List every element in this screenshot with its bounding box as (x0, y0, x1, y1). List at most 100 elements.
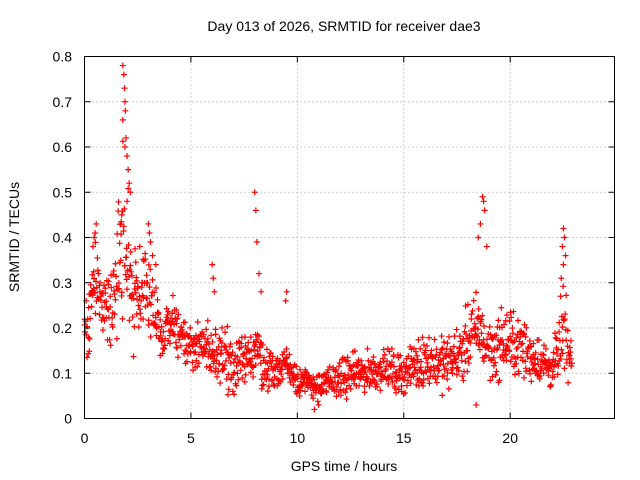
data-point (475, 313, 482, 320)
y-tick-label: 0.3 (53, 275, 73, 291)
data-point (178, 323, 185, 330)
data-point (218, 340, 225, 347)
data-point (422, 347, 429, 354)
data-point (397, 352, 404, 359)
data-point (209, 261, 216, 268)
data-point (129, 291, 136, 298)
data-point (337, 386, 344, 393)
data-point (473, 401, 480, 408)
data-point (108, 284, 115, 291)
data-point (415, 336, 422, 343)
data-point (94, 267, 101, 274)
data-point (431, 336, 438, 343)
data-point (169, 310, 176, 317)
data-point (224, 323, 231, 330)
y-tick-label: 0.2 (53, 320, 73, 336)
data-point (142, 256, 149, 263)
data-point (189, 359, 196, 366)
data-point (166, 332, 173, 339)
data-point (247, 369, 254, 376)
data-point (539, 351, 546, 358)
data-point (343, 396, 350, 403)
data-point (109, 324, 116, 331)
data-point (149, 276, 156, 283)
data-point (400, 359, 407, 366)
data-point (211, 288, 218, 295)
data-point (184, 358, 191, 365)
data-point (91, 234, 98, 241)
data-point (153, 284, 160, 291)
data-point (145, 220, 152, 227)
data-point (173, 307, 180, 314)
data-point (164, 317, 171, 324)
data-point (119, 116, 126, 123)
data-point (117, 220, 124, 227)
data-point (192, 332, 199, 339)
data-point (479, 312, 486, 319)
data-point (296, 392, 303, 399)
data-point (129, 314, 136, 321)
data-point (266, 383, 273, 390)
data-point (208, 332, 215, 339)
data-point (418, 358, 425, 365)
data-point (450, 343, 457, 350)
data-point (130, 295, 137, 302)
data-point (345, 375, 352, 382)
data-point (513, 334, 520, 341)
data-point (496, 342, 503, 349)
data-point (217, 380, 224, 387)
data-point (242, 371, 249, 378)
data-point (460, 377, 467, 384)
data-point (109, 314, 116, 321)
data-point (190, 367, 197, 374)
data-point (196, 338, 203, 345)
data-point (474, 326, 481, 333)
data-point (228, 374, 235, 381)
data-point (130, 353, 137, 360)
data-point (556, 328, 563, 335)
data-point (480, 198, 487, 205)
data-point (179, 329, 186, 336)
data-point (520, 374, 527, 381)
data-point (561, 365, 568, 372)
data-point (227, 359, 234, 366)
data-point (103, 298, 110, 305)
data-point (204, 317, 211, 324)
data-point (235, 376, 242, 383)
x-tick-label: 15 (396, 430, 412, 446)
data-point (241, 350, 248, 357)
data-point (530, 340, 537, 347)
data-point (92, 310, 99, 317)
data-points (81, 62, 575, 413)
data-point (331, 387, 338, 394)
data-point (366, 383, 373, 390)
data-point (498, 304, 505, 311)
data-point (565, 379, 572, 386)
data-point (361, 363, 368, 370)
data-point (133, 311, 140, 318)
data-point (135, 302, 142, 309)
data-point (495, 317, 502, 324)
data-point (283, 345, 290, 352)
data-point (480, 358, 487, 365)
data-point (92, 239, 99, 246)
data-point (165, 308, 172, 315)
data-point (504, 344, 511, 351)
data-point (560, 261, 567, 268)
data-point (255, 333, 262, 340)
data-point (459, 373, 466, 380)
data-point (128, 272, 135, 279)
data-point (85, 334, 92, 341)
data-point (123, 245, 130, 252)
x-tick-label: 5 (187, 430, 195, 446)
data-point (511, 371, 518, 378)
data-point (412, 348, 419, 355)
data-point (100, 282, 107, 289)
data-point (208, 367, 215, 374)
data-point (548, 381, 555, 388)
data-point (121, 144, 128, 150)
data-point (419, 334, 426, 341)
data-point (486, 323, 493, 330)
data-point (519, 340, 526, 347)
